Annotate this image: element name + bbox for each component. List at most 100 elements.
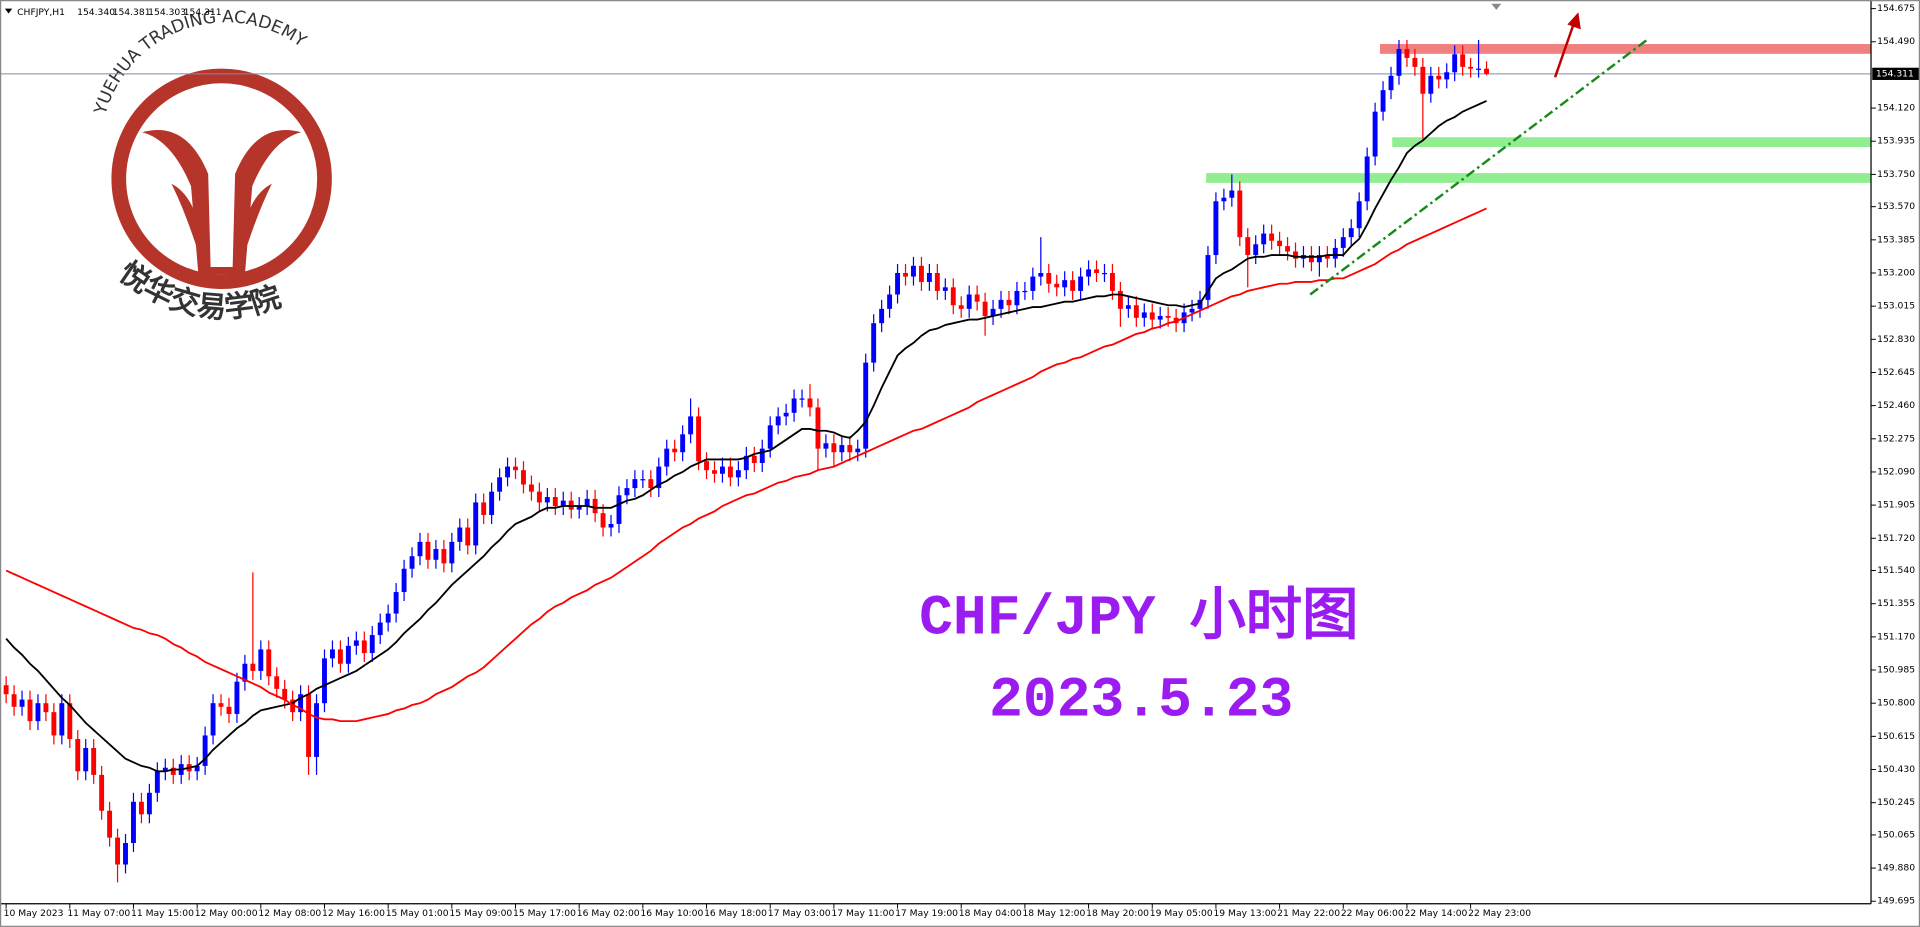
candle-body xyxy=(75,739,81,772)
x-tick-label: 12 May 08:00 xyxy=(258,908,321,919)
candle-body xyxy=(385,613,391,623)
x-tick-label: 19 May 13:00 xyxy=(1213,908,1276,919)
x-tick-label: 22 May 06:00 xyxy=(1341,908,1404,919)
candle-body xyxy=(536,491,542,503)
x-tick-label: 12 May 00:00 xyxy=(195,908,258,919)
header-high: 154.381 xyxy=(113,7,151,18)
candle-body xyxy=(1348,228,1354,238)
candle-body xyxy=(521,470,526,485)
ma-line xyxy=(5,100,1487,773)
candle-body xyxy=(1444,72,1450,80)
candle-body xyxy=(1404,48,1410,58)
candle-body xyxy=(648,479,654,489)
candle-body xyxy=(1149,312,1155,320)
candle-body xyxy=(672,448,678,453)
candle-body xyxy=(990,308,996,317)
candle-body xyxy=(441,549,447,564)
candle-body xyxy=(759,448,765,463)
candle-body xyxy=(1356,201,1362,229)
level-band xyxy=(1380,44,1872,54)
y-tick-label: 150.245 xyxy=(1877,797,1915,808)
candle-body xyxy=(1094,269,1099,273)
y-tick-label: 149.695 xyxy=(1877,896,1915,907)
candle-body xyxy=(1420,66,1426,94)
candle-body xyxy=(903,272,908,277)
candle-body xyxy=(624,488,630,496)
candle-body xyxy=(664,448,670,467)
candle-body xyxy=(282,688,288,700)
candle-body xyxy=(234,681,240,714)
candle-body xyxy=(847,445,853,453)
y-tick-label: 150.800 xyxy=(1877,698,1915,709)
y-tick-label: 153.750 xyxy=(1877,169,1915,180)
candle-body xyxy=(1054,283,1060,288)
candle-body xyxy=(934,272,940,291)
y-tick-label: 149.880 xyxy=(1877,863,1915,874)
candle-body xyxy=(194,765,200,772)
x-tick-label: 22 May 23:00 xyxy=(1468,908,1531,919)
candle-body xyxy=(608,523,614,528)
header-close: 154.311 xyxy=(184,7,222,18)
logo-mark xyxy=(142,130,302,275)
candle-body xyxy=(497,477,503,492)
y-tick-label: 151.170 xyxy=(1877,631,1915,642)
candle-body xyxy=(409,556,415,569)
candle-body xyxy=(154,771,160,793)
candle-body xyxy=(1428,75,1434,94)
shift-marker xyxy=(1491,3,1502,10)
candle-body xyxy=(576,506,582,510)
y-tick-label: 152.090 xyxy=(1877,466,1915,477)
y-tick-label: 151.905 xyxy=(1877,500,1915,511)
candle-body xyxy=(1086,269,1092,277)
candle-body xyxy=(83,747,89,772)
candle-body xyxy=(966,294,972,309)
x-tick-label: 15 May 17:00 xyxy=(513,908,576,919)
candle-body xyxy=(250,663,256,671)
candle-body xyxy=(1229,190,1235,198)
candle-body xyxy=(1269,233,1275,241)
candle-body xyxy=(1237,190,1243,238)
level-band xyxy=(1392,137,1872,148)
candle-body xyxy=(170,767,176,775)
x-tick-label: 16 May 02:00 xyxy=(577,908,640,919)
candle-body xyxy=(107,810,113,838)
candle-body xyxy=(1396,48,1402,76)
candle-body xyxy=(560,500,566,507)
x-tick-label: 16 May 10:00 xyxy=(640,908,703,919)
annotation: 2023.5.23 xyxy=(989,668,1293,732)
candle-body xyxy=(1316,255,1322,263)
x-tick-label: 15 May 01:00 xyxy=(386,908,449,919)
x-tick-label: 11 May 07:00 xyxy=(67,908,130,919)
x-tick-label: 18 May 20:00 xyxy=(1086,908,1149,919)
candle-body xyxy=(91,747,97,775)
trendline xyxy=(1309,38,1648,296)
candle-body xyxy=(337,649,343,664)
annotation: CHF/JPY 小时图 xyxy=(919,584,1358,650)
candle-body xyxy=(43,703,49,713)
ma-line xyxy=(5,207,1487,723)
candle-body xyxy=(345,645,351,664)
candle-body xyxy=(1117,290,1123,309)
candle-body xyxy=(871,323,877,363)
candle-body xyxy=(974,294,980,302)
y-tick-label: 150.985 xyxy=(1877,665,1915,676)
candle-body xyxy=(417,541,423,557)
candle-body xyxy=(1157,316,1163,320)
candle-body xyxy=(401,568,407,593)
y-tick-label: 150.065 xyxy=(1877,829,1915,840)
candle-body xyxy=(314,703,319,757)
candle-body xyxy=(457,527,463,542)
y-tick-label: 154.675 xyxy=(1877,3,1915,14)
candle-body xyxy=(258,649,264,671)
candle-body xyxy=(799,398,805,400)
candle-body xyxy=(1102,272,1107,275)
price-box xyxy=(1872,67,1919,80)
candle-body xyxy=(393,592,399,614)
candle-body xyxy=(831,443,837,453)
candle-body xyxy=(505,466,510,478)
candle-body xyxy=(1253,244,1259,256)
y-tick-label: 152.460 xyxy=(1877,400,1915,411)
candle-body xyxy=(1436,75,1442,80)
y-tick-label: 153.015 xyxy=(1877,301,1915,312)
